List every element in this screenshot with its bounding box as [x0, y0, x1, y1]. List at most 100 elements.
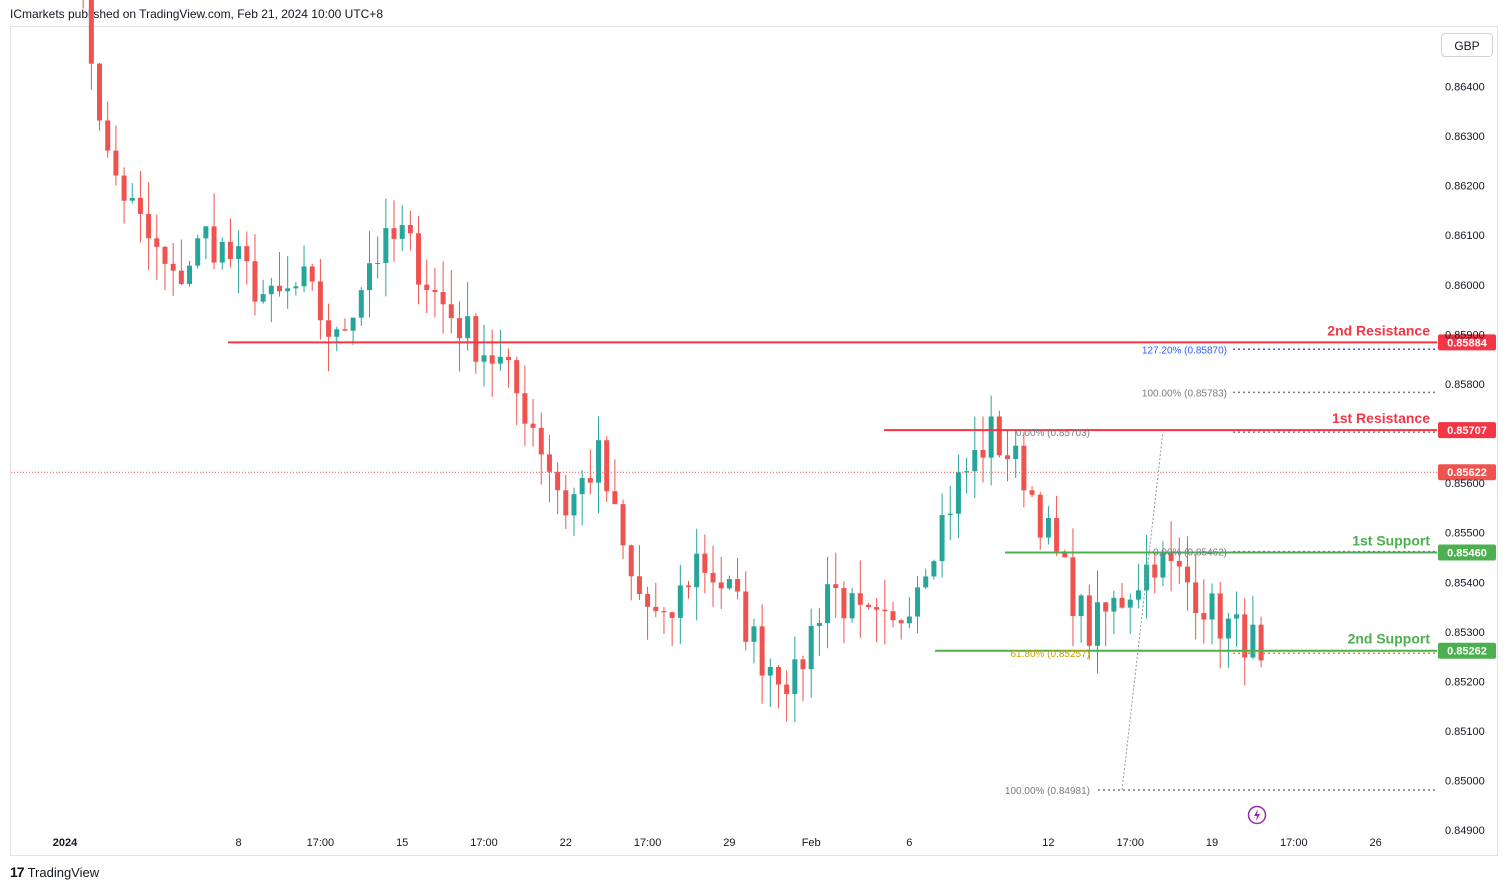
candle-body	[735, 579, 741, 592]
fib-label: 100.00% (0.85783)	[1142, 388, 1227, 399]
chart-frame[interactable]	[10, 26, 1498, 856]
candle-body	[293, 286, 299, 289]
candle-body	[203, 226, 209, 239]
candle-body	[596, 440, 602, 483]
candle-body	[301, 266, 307, 287]
currency-button[interactable]: GBP	[1441, 33, 1493, 57]
level-price-label: 0.85460	[1447, 548, 1487, 560]
candle-body	[702, 553, 708, 573]
x-tick-label: 26	[1369, 837, 1381, 849]
candle-body	[211, 226, 217, 263]
candle-body	[195, 238, 201, 266]
candle-body	[489, 355, 495, 364]
candle-body	[1160, 551, 1166, 578]
x-tick-label: 12	[1042, 837, 1054, 849]
candle-body	[448, 304, 454, 319]
candle-body	[456, 318, 462, 339]
publisher-header: ICmarkets published on TradingView.com, …	[10, 7, 383, 21]
y-tick-label: 0.86200	[1445, 181, 1485, 193]
candle-body	[792, 659, 798, 695]
candle-body	[1070, 557, 1076, 617]
y-tick-label: 0.86300	[1445, 131, 1485, 143]
current-price-label: 0.85622	[1447, 467, 1487, 479]
candle-body	[268, 285, 274, 295]
flash-icon[interactable]	[1247, 805, 1267, 825]
x-tick-label: 19	[1206, 837, 1218, 849]
candle-body	[882, 609, 888, 612]
candle-body	[440, 292, 446, 305]
candle-body	[1209, 593, 1215, 620]
candle-body	[1062, 551, 1068, 558]
candle-body	[244, 246, 250, 262]
candle-body	[252, 261, 258, 302]
candle-body	[277, 285, 282, 292]
candle-body	[767, 667, 773, 676]
current-price-tag	[1438, 464, 1496, 481]
candle-body	[1037, 494, 1043, 538]
candle-body	[972, 449, 978, 472]
level-price-label: 0.85707	[1447, 425, 1487, 437]
candle-body	[1127, 599, 1133, 608]
candle-body	[1013, 445, 1019, 460]
candle-body	[677, 585, 683, 618]
candle-body	[775, 667, 781, 685]
candle-body	[915, 587, 921, 617]
x-tick-label: 17:00	[634, 837, 662, 849]
candle-body	[260, 294, 266, 302]
candle-body	[604, 440, 610, 492]
level-price-tag	[1438, 334, 1496, 351]
x-tick-label: 29	[723, 837, 735, 849]
level-price-label: 0.85262	[1447, 646, 1487, 658]
candle-body	[816, 622, 822, 626]
candle-body	[833, 584, 839, 589]
candle-body	[105, 120, 111, 151]
candle-body	[612, 491, 618, 505]
candle-body	[939, 515, 945, 562]
x-tick-label: 22	[560, 837, 572, 849]
candle-body	[170, 263, 176, 271]
candle-body	[751, 626, 757, 642]
candle-body	[906, 616, 912, 624]
candle-body	[1054, 518, 1060, 552]
candle-body	[407, 225, 413, 234]
x-tick-label: 8	[236, 837, 242, 849]
candle-body	[571, 494, 577, 516]
candle-body	[661, 611, 667, 613]
candle-body	[784, 684, 790, 695]
candle-body	[1144, 564, 1150, 591]
candle-body	[694, 553, 700, 588]
fib-trend-line	[1121, 432, 1164, 791]
fib-label: 0.00% (0.85703)	[1016, 428, 1090, 439]
fib-label: 127.20% (0.85870)	[1142, 345, 1227, 356]
x-tick-label: 17:00	[1280, 837, 1308, 849]
candle-body	[546, 454, 552, 472]
level-price-tag	[1438, 642, 1496, 659]
candle-body	[628, 545, 634, 577]
candle-body	[473, 316, 479, 362]
x-tick-label: 15	[396, 837, 408, 849]
x-tick-label: 2024	[53, 837, 78, 849]
x-tick-label: Feb	[802, 837, 821, 849]
candle-body	[481, 355, 487, 362]
candle-body	[800, 659, 806, 670]
candle-body	[1119, 597, 1125, 608]
fib-layer: 127.20% (0.85870) 100.00% (0.85783) 0.00% …	[1005, 345, 1437, 797]
candle-body	[424, 284, 430, 290]
candle-body	[1152, 564, 1158, 578]
candle-body	[890, 611, 896, 621]
candle-body	[726, 579, 732, 589]
x-tick-label: 17:00	[1116, 837, 1144, 849]
level-name-label: 1st Support	[1352, 533, 1430, 549]
candle-body	[236, 246, 242, 259]
fib-label: 61.80% (0.85257)	[1010, 649, 1090, 660]
candle-body	[227, 241, 233, 259]
candle-body	[375, 262, 381, 264]
candles-layer	[82, 0, 1264, 723]
candle-body	[898, 620, 904, 624]
candle-body	[587, 478, 593, 483]
candle-body	[399, 225, 405, 239]
candle-body	[849, 593, 855, 619]
candle-body	[416, 233, 422, 285]
candle-body	[154, 238, 160, 247]
